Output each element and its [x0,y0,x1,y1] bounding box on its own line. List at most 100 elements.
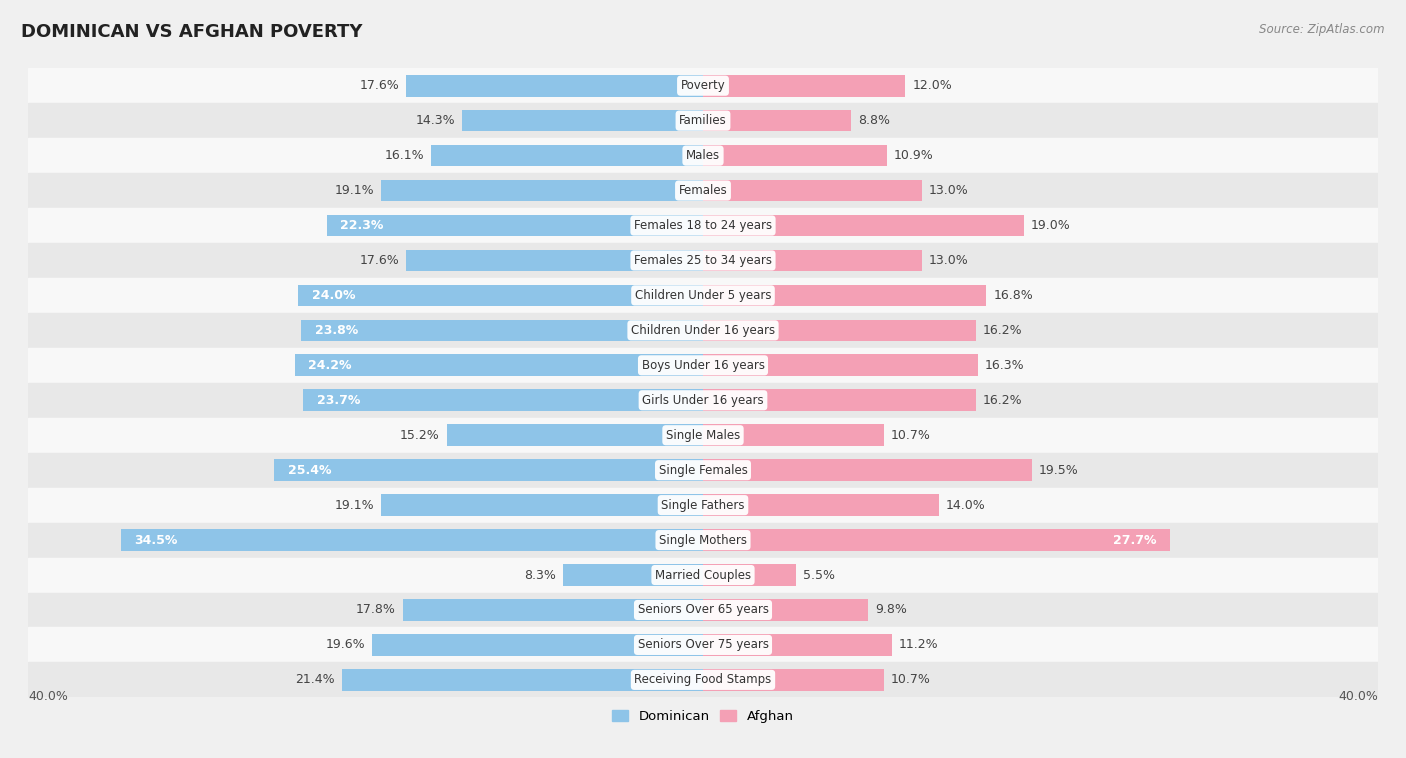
Bar [28,208,1378,243]
Text: 23.7%: 23.7% [316,393,360,407]
Text: Single Fathers: Single Fathers [661,499,745,512]
Bar [562,564,703,586]
Bar [274,459,703,481]
Bar [28,68,1378,103]
Text: 10.7%: 10.7% [890,673,931,687]
Bar [703,320,976,341]
Bar [402,599,703,621]
Text: 19.6%: 19.6% [326,638,366,651]
Bar [301,320,703,341]
Text: Receiving Food Stamps: Receiving Food Stamps [634,673,772,687]
Bar [703,634,891,656]
Bar [28,558,1378,593]
Text: 8.8%: 8.8% [858,114,890,127]
Text: 13.0%: 13.0% [929,184,969,197]
Bar [703,424,883,446]
Text: 9.8%: 9.8% [875,603,907,616]
Text: 21.4%: 21.4% [295,673,335,687]
Text: 13.0%: 13.0% [929,254,969,267]
Bar [28,348,1378,383]
Text: 19.1%: 19.1% [335,184,374,197]
Text: 24.2%: 24.2% [308,359,352,372]
Text: Married Couples: Married Couples [655,568,751,581]
Bar [298,284,703,306]
Text: Seniors Over 75 years: Seniors Over 75 years [637,638,769,651]
Text: 25.4%: 25.4% [288,464,332,477]
Bar [703,180,922,202]
Text: 16.2%: 16.2% [983,393,1022,407]
Bar [703,494,939,516]
Bar [703,355,979,376]
Bar [703,459,1032,481]
Bar [28,278,1378,313]
Text: DOMINICAN VS AFGHAN POVERTY: DOMINICAN VS AFGHAN POVERTY [21,23,363,41]
Text: Females 18 to 24 years: Females 18 to 24 years [634,219,772,232]
Bar [703,669,883,691]
Bar [304,390,703,411]
Bar [703,145,887,167]
Text: Girls Under 16 years: Girls Under 16 years [643,393,763,407]
Text: Single Females: Single Females [658,464,748,477]
Bar [703,390,976,411]
Text: 10.9%: 10.9% [894,149,934,162]
Text: Females: Females [679,184,727,197]
Bar [28,418,1378,453]
Text: 10.7%: 10.7% [890,429,931,442]
Text: Single Mothers: Single Mothers [659,534,747,547]
Text: 17.8%: 17.8% [356,603,396,616]
Text: 11.2%: 11.2% [898,638,938,651]
Text: 23.8%: 23.8% [315,324,359,337]
Bar [703,599,869,621]
Bar [406,249,703,271]
Text: 16.2%: 16.2% [983,324,1022,337]
Text: 15.2%: 15.2% [401,429,440,442]
Bar [28,103,1378,138]
Text: 22.3%: 22.3% [340,219,384,232]
Text: 19.5%: 19.5% [1039,464,1078,477]
Text: 17.6%: 17.6% [360,254,399,267]
Text: Seniors Over 65 years: Seniors Over 65 years [637,603,769,616]
Bar [703,249,922,271]
Bar [28,522,1378,558]
Text: Poverty: Poverty [681,79,725,92]
Text: 34.5%: 34.5% [135,534,177,547]
Bar [703,284,987,306]
Bar [28,243,1378,278]
Bar [342,669,703,691]
Bar [28,173,1378,208]
Bar [28,593,1378,628]
Bar [28,383,1378,418]
Text: 24.0%: 24.0% [312,289,356,302]
Bar [703,110,852,131]
Bar [373,634,703,656]
Text: 27.7%: 27.7% [1114,534,1157,547]
Text: 17.6%: 17.6% [360,79,399,92]
Text: 12.0%: 12.0% [912,79,952,92]
Bar [326,215,703,236]
Bar [28,138,1378,173]
Bar [28,453,1378,487]
Text: Source: ZipAtlas.com: Source: ZipAtlas.com [1260,23,1385,36]
Bar [406,75,703,96]
Bar [121,529,703,551]
Text: 8.3%: 8.3% [524,568,557,581]
Text: Single Males: Single Males [666,429,740,442]
Bar [28,628,1378,662]
Text: Families: Families [679,114,727,127]
Bar [703,529,1170,551]
Bar [28,313,1378,348]
Bar [703,75,905,96]
Text: 40.0%: 40.0% [28,690,67,703]
Legend: Dominican, Afghan: Dominican, Afghan [607,705,799,728]
Bar [432,145,703,167]
Text: 5.5%: 5.5% [803,568,835,581]
Text: 16.1%: 16.1% [385,149,425,162]
Text: Children Under 5 years: Children Under 5 years [634,289,772,302]
Text: 16.3%: 16.3% [984,359,1025,372]
Text: 40.0%: 40.0% [1339,690,1378,703]
Text: 14.0%: 14.0% [946,499,986,512]
Text: Males: Males [686,149,720,162]
Bar [28,487,1378,522]
Text: Females 25 to 34 years: Females 25 to 34 years [634,254,772,267]
Text: 16.8%: 16.8% [993,289,1033,302]
